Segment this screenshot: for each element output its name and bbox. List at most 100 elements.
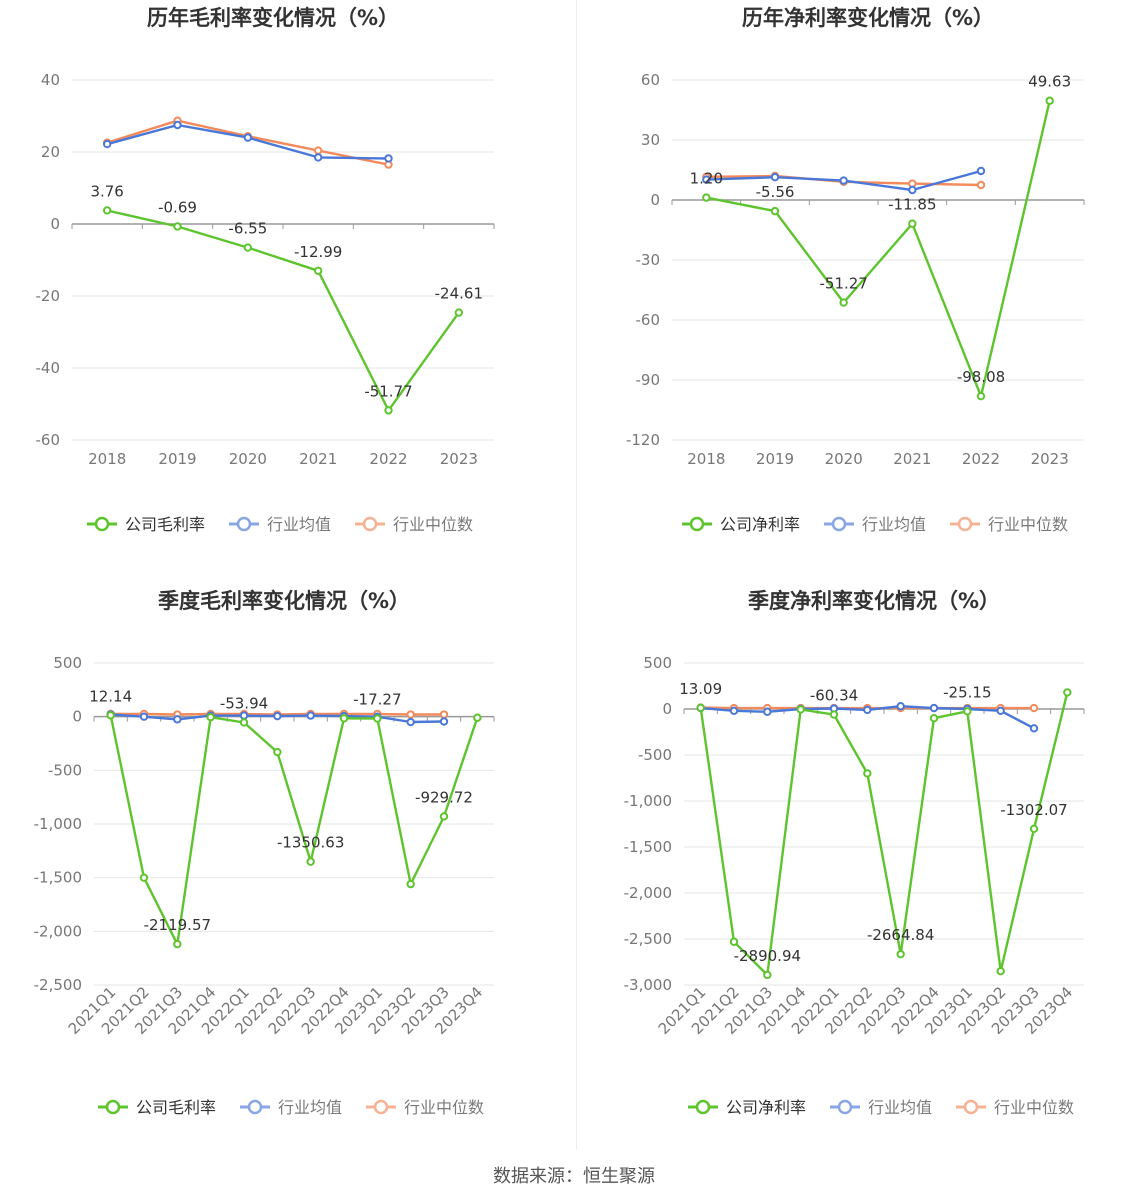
data-point-median xyxy=(313,146,323,155)
x-tick-label: 2018 xyxy=(88,450,126,468)
chart-title: 季度净利率变化情况（%） xyxy=(748,589,1000,613)
data-point-avg xyxy=(406,717,415,727)
data-point-company xyxy=(996,967,1005,976)
data-point-company xyxy=(829,710,839,719)
y-tick-label: -40 xyxy=(36,359,61,377)
chart-annual-net-margin-svg: 历年净利率变化情况（%） 60 30 0 -30 -60 -90 -120 2018 2019 20… xyxy=(626,6,1085,534)
legend-item-avg: 行业均值 xyxy=(824,515,926,534)
data-point-avg xyxy=(929,703,939,713)
y-tick-label: 60 xyxy=(641,71,660,89)
data-label: -0.69 xyxy=(158,198,197,216)
y-tick-label: 40 xyxy=(41,71,60,89)
data-label: -6.55 xyxy=(228,220,267,238)
y-tick-label: 0 xyxy=(662,700,672,718)
chart-annual-net-margin: 历年净利率变化情况（%） 60 30 0 -30 -60 -90 -120 2018 2019 20… xyxy=(574,0,1148,583)
data-point-company xyxy=(863,769,872,778)
y-tick-label: -30 xyxy=(636,251,661,269)
data-point-company xyxy=(976,391,986,401)
y-tick-label: -3,000 xyxy=(624,976,672,994)
data-point-avg xyxy=(763,707,772,716)
y-tick-label: -500 xyxy=(638,746,672,764)
data-source-note: 数据来源：恒生聚源 xyxy=(493,1166,655,1187)
data-label: -2119.57 xyxy=(144,916,211,934)
data-point-company xyxy=(173,939,182,949)
y-tick-label: -1,500 xyxy=(34,869,82,887)
series-line-company xyxy=(109,715,479,946)
legend-marker xyxy=(963,1099,979,1115)
legend-item-median: 行业中位数 xyxy=(366,1098,484,1117)
y-tick-label: -2,000 xyxy=(34,922,82,940)
x-tick-label: 2022 xyxy=(369,450,407,468)
data-label: -1350.63 xyxy=(277,834,344,852)
legend-label: 公司毛利率 xyxy=(125,515,205,534)
chart-quarterly-net-margin: 季度净利率变化情况（%） 500 0 -500 -1,000 -1,500 -2,000 -2… xyxy=(574,583,1148,1166)
data-point-company xyxy=(1029,824,1039,833)
legend-item-company: 公司净利率 xyxy=(682,515,800,534)
series-line-company xyxy=(699,692,1069,977)
y-tick-label: -20 xyxy=(36,287,61,305)
legend-marker xyxy=(957,516,973,532)
legend-marker xyxy=(236,516,252,532)
data-point-company xyxy=(770,206,780,216)
data-point-company xyxy=(239,718,249,727)
legend-item-avg: 行业均值 xyxy=(240,1098,342,1117)
data-point-median xyxy=(406,710,415,719)
data-point-avg xyxy=(173,120,182,130)
data-point-company xyxy=(1045,96,1054,105)
y-tick-label: 0 xyxy=(72,708,82,726)
y-tick-label: -500 xyxy=(48,761,82,779)
x-tick-label: 2019 xyxy=(756,450,794,468)
chart-annual-gross-margin-svg: 历年毛利率变化情况（%） 40 20 0 -20 -40 -60 2018 2019 2020 20… xyxy=(36,6,495,534)
chart-annual-gross-margin: 历年毛利率变化情况（%） 40 20 0 -20 -40 -60 2018 2019 2020 20… xyxy=(0,0,574,583)
data-point-company xyxy=(963,707,972,716)
x-tick-label: 2022 xyxy=(962,450,1000,468)
y-tick-label: 0 xyxy=(50,215,60,233)
data-point-company xyxy=(139,873,149,882)
legend-marker xyxy=(837,1099,853,1115)
legend-label: 行业均值 xyxy=(868,1098,932,1117)
x-tick-label: 2020 xyxy=(229,450,267,468)
data-point-median xyxy=(976,180,986,190)
legend-item-median: 行业中位数 xyxy=(355,515,473,534)
x-tick-label: 2021 xyxy=(893,450,931,468)
legend-label: 行业均值 xyxy=(862,515,926,534)
y-tick-label: -2,500 xyxy=(624,930,672,948)
legend-label: 行业中位数 xyxy=(988,515,1068,534)
data-point-company xyxy=(763,970,772,980)
data-point-avg xyxy=(770,173,780,182)
data-point-company xyxy=(206,713,215,722)
legend-item-median: 行业中位数 xyxy=(956,1098,1074,1117)
data-point-company xyxy=(702,193,711,202)
data-point-company xyxy=(406,879,415,889)
data-label: -2664.84 xyxy=(867,926,934,944)
data-point-company xyxy=(896,949,905,959)
data-label: -929.72 xyxy=(415,788,473,806)
data-label: 13.09 xyxy=(679,680,722,698)
data-point-avg xyxy=(306,711,315,720)
legend-marker xyxy=(695,1099,711,1115)
x-tick-label: 2018 xyxy=(687,450,725,468)
legend-item-avg: 行业均值 xyxy=(229,515,331,534)
data-label: 1.20 xyxy=(690,170,723,188)
data-label: -24.61 xyxy=(435,285,483,303)
data-point-avg xyxy=(243,133,253,142)
data-point-company xyxy=(839,298,848,307)
series-line-company xyxy=(706,100,1051,398)
chart-quarterly-gross-margin: 季度毛利率变化情况（%） 500 0 -500 -1,000 -1,500 -2,000 -2… xyxy=(0,583,574,1166)
y-tick-label: -90 xyxy=(636,371,661,389)
y-tick-label: -1,500 xyxy=(624,838,672,856)
data-point-company xyxy=(439,812,449,821)
data-point-company xyxy=(908,219,917,228)
legend-label: 公司毛利率 xyxy=(136,1098,216,1117)
series-line-company xyxy=(106,209,460,412)
data-point-company xyxy=(313,266,323,275)
data-point-median xyxy=(1029,703,1039,713)
data-point-avg xyxy=(173,715,182,724)
data-point-median xyxy=(439,710,449,719)
chart-quarterly-gross-margin-svg: 季度毛利率变化情况（%） 500 0 -500 -1,000 -1,500 -2,000 -2… xyxy=(34,589,495,1117)
x-tick-label: 2023 xyxy=(440,450,478,468)
y-tick-label: -120 xyxy=(626,431,660,449)
data-point-company xyxy=(373,714,382,723)
data-label: -98.08 xyxy=(957,368,1005,386)
data-point-avg xyxy=(139,712,149,721)
